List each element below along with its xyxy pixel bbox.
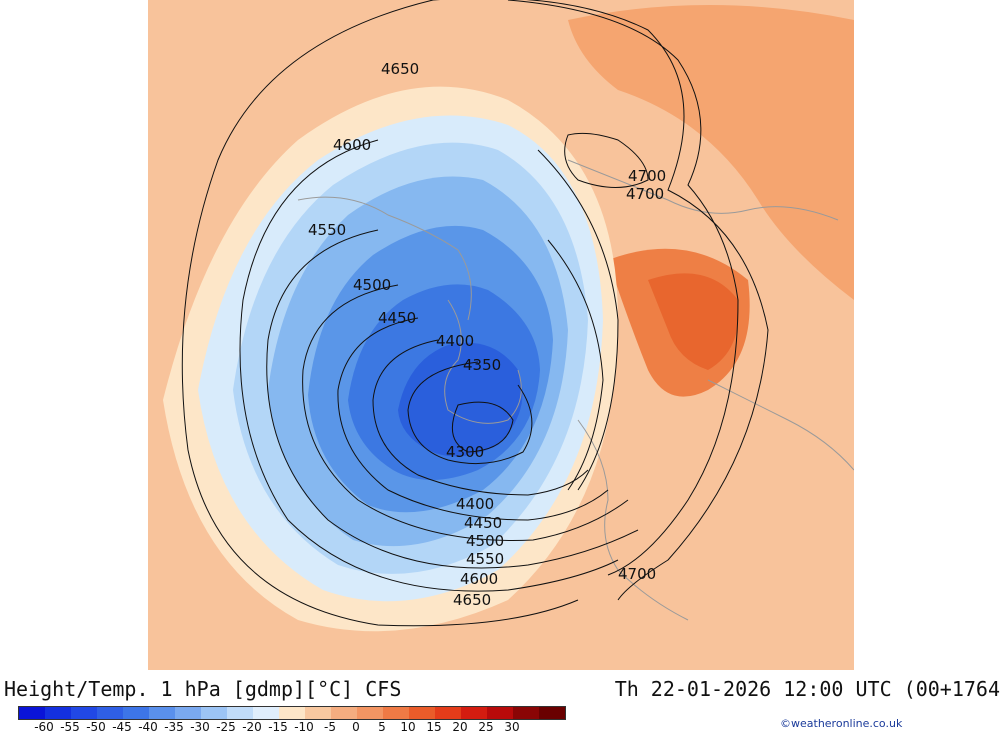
coastline-greenland <box>444 299 522 424</box>
colorbar-tick-label: 30 <box>504 720 520 734</box>
colorbar-tick-label: -60 <box>34 720 54 734</box>
contour-label: 4450 <box>378 309 416 327</box>
colorbar-swatch <box>305 707 331 719</box>
coastline-north-america <box>297 196 472 321</box>
colorbar-tick-label: -35 <box>164 720 184 734</box>
height-temperature-map: 4650 4600 4550 4500 4450 4400 4350 4300 … <box>148 0 854 670</box>
colorbar-tick-label: 10 <box>400 720 416 734</box>
map-panel: 4650 4600 4550 4500 4450 4400 4350 4300 … <box>148 0 854 670</box>
contour-label: 4700 <box>618 565 656 583</box>
contour-label: 4350 <box>463 356 501 374</box>
contour-label: 4650 <box>453 591 491 609</box>
contour-label: 4650 <box>381 60 419 78</box>
contour-4550-east <box>547 239 604 491</box>
credit-link[interactable]: ©weatheronline.co.uk <box>780 717 903 730</box>
colorbar-swatch <box>253 707 279 719</box>
colorbar-swatch <box>19 707 45 719</box>
contour-4450 <box>337 317 609 521</box>
contour-label: 4400 <box>436 332 474 350</box>
colorbar-tick-label: -55 <box>60 720 80 734</box>
colorbar-swatch <box>539 707 565 719</box>
contour-labels: 4650 4600 4550 4500 4450 4400 4350 4300 … <box>308 60 666 609</box>
contour-label: 4400 <box>456 495 494 513</box>
hot-spot-east <box>648 273 739 370</box>
contour-label: 4600 <box>460 570 498 588</box>
contour-label: 4700 <box>628 167 666 185</box>
colorbar-tick-label: -25 <box>216 720 236 734</box>
colorbar-tick-label: -10 <box>294 720 314 734</box>
colorbar-swatch <box>461 707 487 719</box>
colorbar-swatch <box>175 707 201 719</box>
colorbar-tick-label: -50 <box>86 720 106 734</box>
contour-label: 4700 <box>626 185 664 203</box>
contour-label: 4600 <box>333 136 371 154</box>
coastline-siberia <box>567 159 839 221</box>
map-datetime: Th 22-01-2026 12:00 UTC (00+1764 <box>614 677 1000 701</box>
contour-4700-ring <box>564 132 649 188</box>
contour-label: 4500 <box>353 276 391 294</box>
colorbar-swatch <box>383 707 409 719</box>
contour-label: 4550 <box>466 550 504 568</box>
cold-core <box>398 342 523 457</box>
contour-4400 <box>372 339 589 496</box>
colorbar-swatch <box>149 707 175 719</box>
contour-4700 <box>433 0 769 601</box>
colorbar-swatch <box>123 707 149 719</box>
coastline-europe <box>577 419 689 621</box>
colorbar-tick-label: 5 <box>378 720 386 734</box>
colorbar-swatch <box>201 707 227 719</box>
height-contours <box>181 0 769 627</box>
colorbar-swatch <box>357 707 383 719</box>
warm-region-northeast <box>568 5 854 300</box>
contour-4550 <box>266 229 639 569</box>
coastlines <box>297 159 854 621</box>
colorbar-tick-label: 15 <box>426 720 442 734</box>
contour-4300 <box>451 401 514 453</box>
colorbar-swatch <box>409 707 435 719</box>
contour-label: 4300 <box>446 443 484 461</box>
colorbar-tick-label: 20 <box>452 720 468 734</box>
contour-4500 <box>302 284 629 541</box>
title-bar: Height/Temp. 1 hPa [gdmp][°C] CFS Th 22-… <box>0 675 1000 703</box>
colorbar-tick-label: -40 <box>138 720 158 734</box>
colorbar-swatch <box>435 707 461 719</box>
contour-4600 <box>239 139 619 592</box>
contour-label: 4550 <box>308 221 346 239</box>
colorbar-swatch <box>227 707 253 719</box>
colorbar-swatch <box>97 707 123 719</box>
colorbar-swatch <box>71 707 97 719</box>
colorbar-swatch <box>45 707 71 719</box>
colorbar-swatch <box>331 707 357 719</box>
coastline-asia <box>707 379 854 471</box>
colorbar-tick-label: -5 <box>324 720 336 734</box>
colorbar-tick-label: -30 <box>190 720 210 734</box>
colorbar-tick-label: -45 <box>112 720 132 734</box>
colorbar-tick-label: 0 <box>352 720 360 734</box>
contour-4600-east <box>537 149 619 491</box>
colorbar-tick-label: -15 <box>268 720 288 734</box>
map-title: Height/Temp. 1 hPa [gdmp][°C] CFS <box>4 677 402 701</box>
contour-4650 <box>181 0 579 627</box>
contour-label: 4500 <box>466 532 504 550</box>
colorbar-swatch <box>513 707 539 719</box>
contour-label: 4450 <box>464 514 502 532</box>
colorbar <box>18 706 566 720</box>
colorbar-labels: -60 -55 -50 -45 -40 -35 -30 -25 -20 -15 -10 -5 0 5 10 1… <box>18 720 564 734</box>
colorbar-swatch <box>279 707 305 719</box>
contour-4650-east <box>507 0 739 576</box>
contour-4350 <box>407 361 533 465</box>
colorbar-swatch <box>487 707 513 719</box>
colorbar-tick-label: 25 <box>478 720 494 734</box>
colorbar-tick-label: -20 <box>242 720 262 734</box>
